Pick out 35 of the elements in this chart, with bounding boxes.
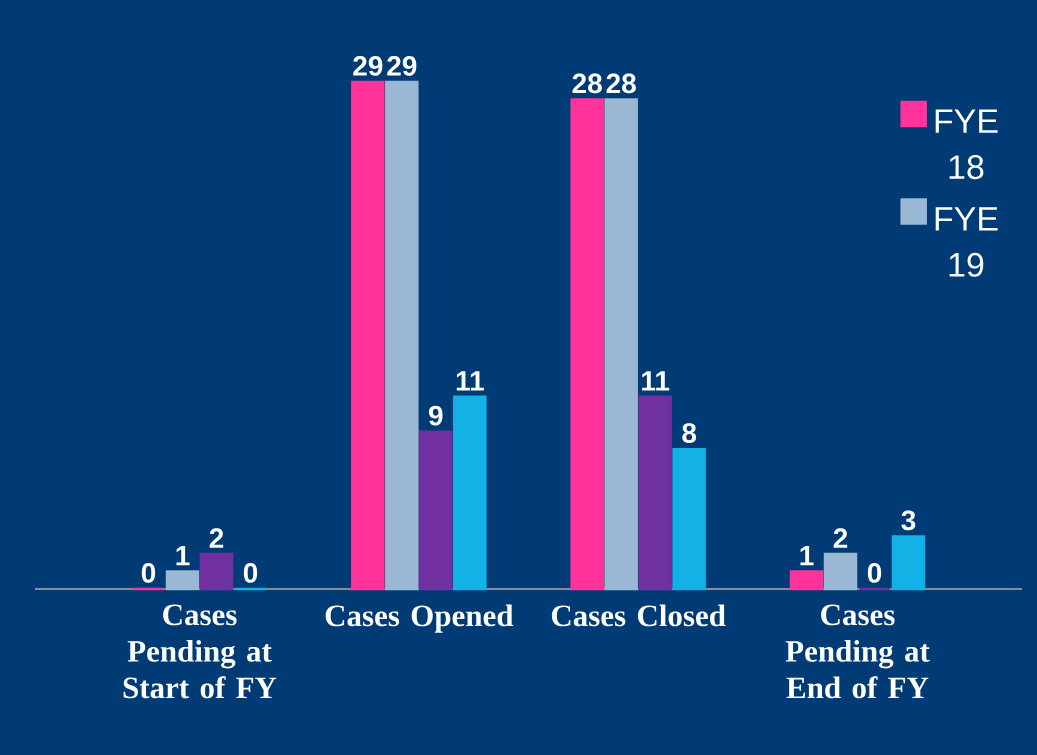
bar xyxy=(789,570,824,591)
bar xyxy=(604,98,638,591)
data-label: 11 xyxy=(642,371,670,391)
bar xyxy=(570,98,604,591)
bar xyxy=(638,395,672,591)
data-label: 29 xyxy=(387,56,417,76)
data-label: 2 xyxy=(833,528,848,548)
bar xyxy=(453,395,487,591)
data-label: 9 xyxy=(429,405,443,426)
bar xyxy=(891,535,926,591)
data-label: 0 xyxy=(243,562,258,583)
bar xyxy=(672,447,706,591)
x-tick-label: Cases Closed xyxy=(551,604,726,627)
data-label: 8 xyxy=(682,423,697,443)
data-label: 28 xyxy=(606,73,636,94)
legend-label: FYE 19 xyxy=(935,207,998,277)
bar xyxy=(199,552,234,591)
bar xyxy=(823,552,858,591)
data-label: 1 xyxy=(800,546,814,566)
x-tick-label: Cases Opened xyxy=(325,604,514,633)
x-tick-label: Cases Pending at End of FY xyxy=(785,604,930,699)
data-label: 28 xyxy=(572,73,602,94)
data-label: 1 xyxy=(176,546,190,566)
legend-label: FYE 18 xyxy=(935,109,998,180)
data-label: 2 xyxy=(209,528,224,548)
data-label: 0 xyxy=(867,562,882,583)
data-label: 0 xyxy=(141,562,156,583)
bar xyxy=(419,430,453,591)
data-label: 3 xyxy=(901,510,916,531)
data-label: 11 xyxy=(456,371,484,391)
bar xyxy=(165,570,200,591)
bar xyxy=(351,80,385,591)
bar xyxy=(385,80,419,591)
x-tick-label: Cases Pending at Start of FY xyxy=(123,604,277,699)
data-label: 29 xyxy=(353,56,383,76)
